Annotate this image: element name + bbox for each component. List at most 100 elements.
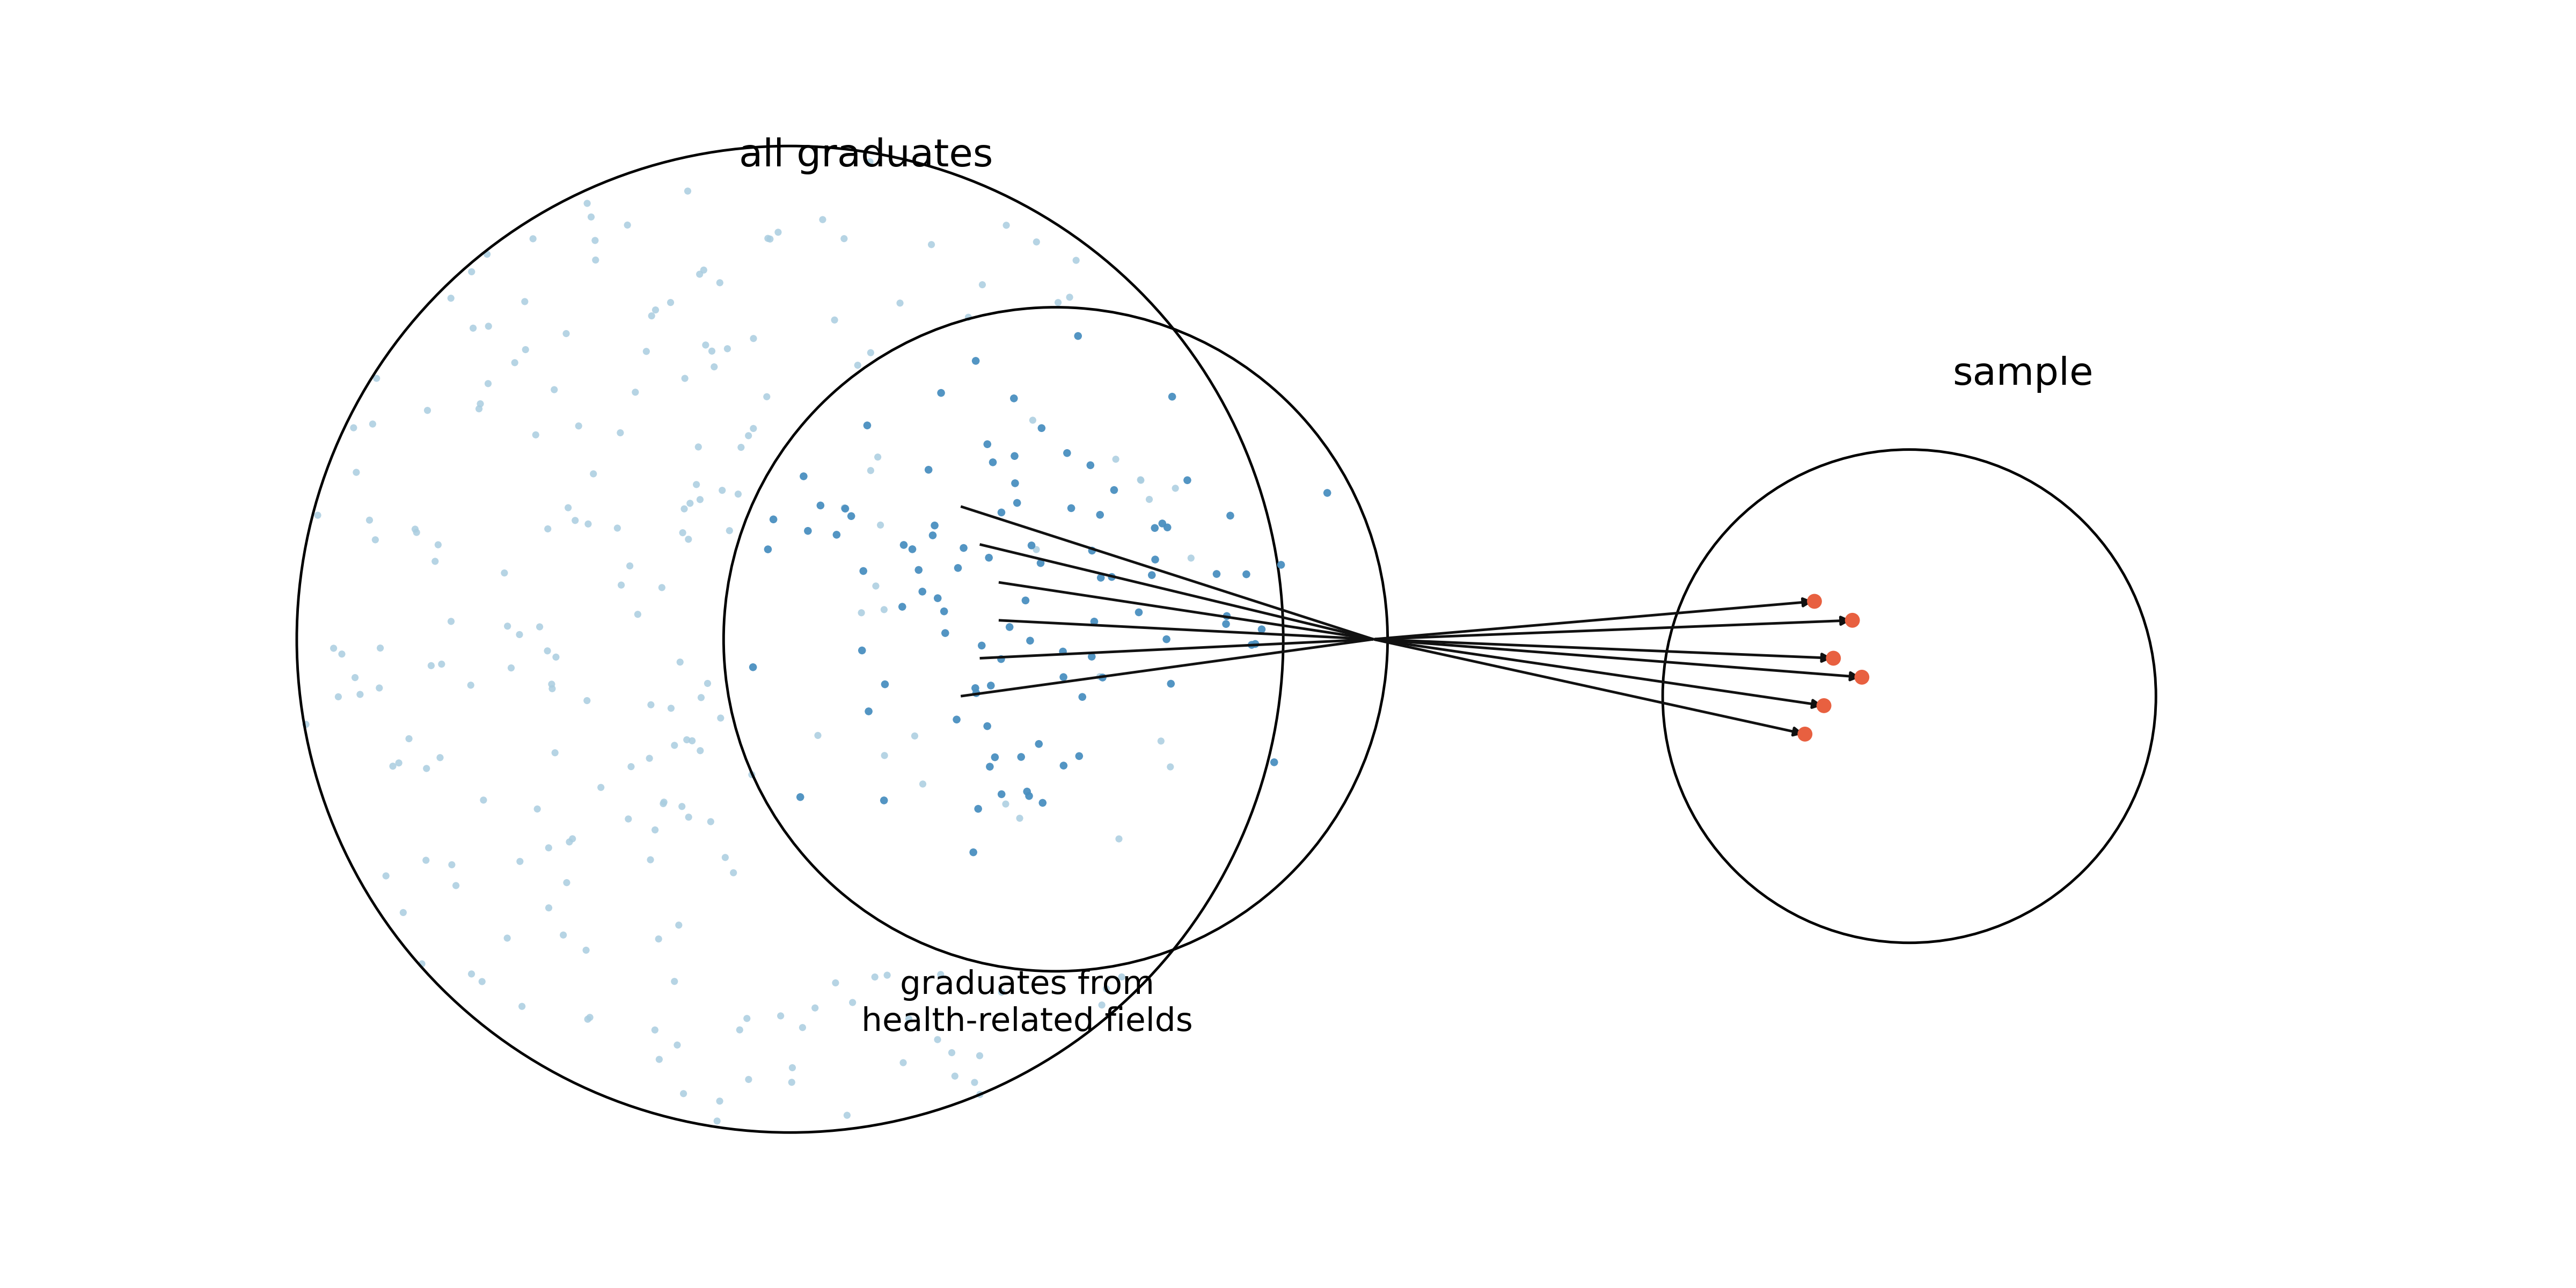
Point (680, 688, 721, 708)
Point (500, 851, 541, 872)
Point (863, 599, 904, 620)
Point (1842, 667, 1883, 688)
Point (1255, 752, 1296, 773)
Point (1082, 994, 1123, 1015)
Point (948, 307, 989, 327)
Point (1051, 498, 1092, 519)
Point (680, 264, 721, 285)
Point (969, 756, 1010, 777)
Point (917, 587, 958, 608)
Point (348, 510, 389, 531)
Point (701, 707, 742, 728)
Point (912, 234, 953, 255)
Point (451, 675, 492, 696)
Point (469, 316, 510, 336)
Point (719, 1020, 760, 1041)
Point (355, 368, 397, 389)
Point (598, 518, 639, 538)
Point (1141, 730, 1182, 751)
Point (824, 497, 866, 518)
Point (858, 447, 899, 468)
Point (461, 971, 502, 992)
Point (1097, 828, 1139, 849)
Point (608, 809, 649, 829)
Point (1084, 979, 1126, 999)
Point (729, 425, 770, 446)
Point (536, 647, 577, 667)
Point (829, 506, 871, 527)
Point (453, 318, 495, 339)
Point (1100, 966, 1141, 987)
Point (760, 1006, 801, 1027)
Point (796, 725, 837, 746)
Point (783, 466, 824, 487)
Point (814, 972, 855, 993)
Point (1154, 478, 1195, 498)
Point (922, 601, 963, 622)
Point (662, 1083, 703, 1104)
Point (837, 355, 878, 376)
Point (788, 520, 829, 541)
Point (1056, 326, 1097, 346)
Point (683, 260, 724, 281)
Point (662, 796, 703, 817)
Point (989, 617, 1030, 638)
Point (863, 746, 904, 766)
Point (1020, 553, 1061, 573)
Point (981, 784, 1023, 805)
Point (994, 388, 1036, 408)
Point (659, 652, 701, 672)
Point (961, 635, 1002, 656)
Point (1206, 605, 1247, 626)
Point (533, 742, 574, 762)
Point (850, 460, 891, 480)
Point (361, 638, 402, 658)
Point (938, 558, 979, 578)
Point (314, 638, 355, 658)
Point (672, 730, 714, 751)
Point (708, 520, 750, 541)
Point (1072, 540, 1113, 560)
Point (1260, 555, 1301, 576)
Point (572, 464, 613, 484)
Point (410, 656, 451, 676)
Point (569, 1007, 611, 1028)
Point (966, 716, 1007, 737)
Point (969, 547, 1010, 568)
Point (335, 462, 376, 483)
Point (631, 850, 672, 871)
Point (451, 261, 492, 282)
Point (706, 339, 747, 359)
Point (417, 535, 459, 555)
Point (574, 231, 616, 251)
Point (860, 515, 902, 536)
Point (842, 560, 884, 581)
Point (1128, 489, 1170, 510)
Point (608, 555, 649, 576)
Point (505, 339, 546, 359)
Point (1095, 450, 1136, 470)
Point (662, 523, 703, 544)
Point (353, 413, 394, 434)
Point (631, 305, 672, 326)
Point (855, 967, 896, 988)
Point (994, 473, 1036, 493)
Point (981, 502, 1023, 523)
Point (518, 799, 559, 819)
Point (657, 914, 698, 935)
Point (500, 625, 541, 645)
Point (654, 735, 696, 756)
Point (827, 1105, 868, 1126)
Point (1074, 612, 1115, 632)
Point (495, 353, 536, 374)
Point (675, 474, 716, 495)
Point (567, 690, 608, 711)
Point (902, 581, 943, 601)
Point (850, 343, 891, 363)
Point (407, 401, 448, 421)
Point (567, 940, 608, 961)
Point (618, 604, 659, 625)
Point (652, 698, 693, 719)
Point (1043, 641, 1084, 662)
Point (518, 617, 559, 638)
